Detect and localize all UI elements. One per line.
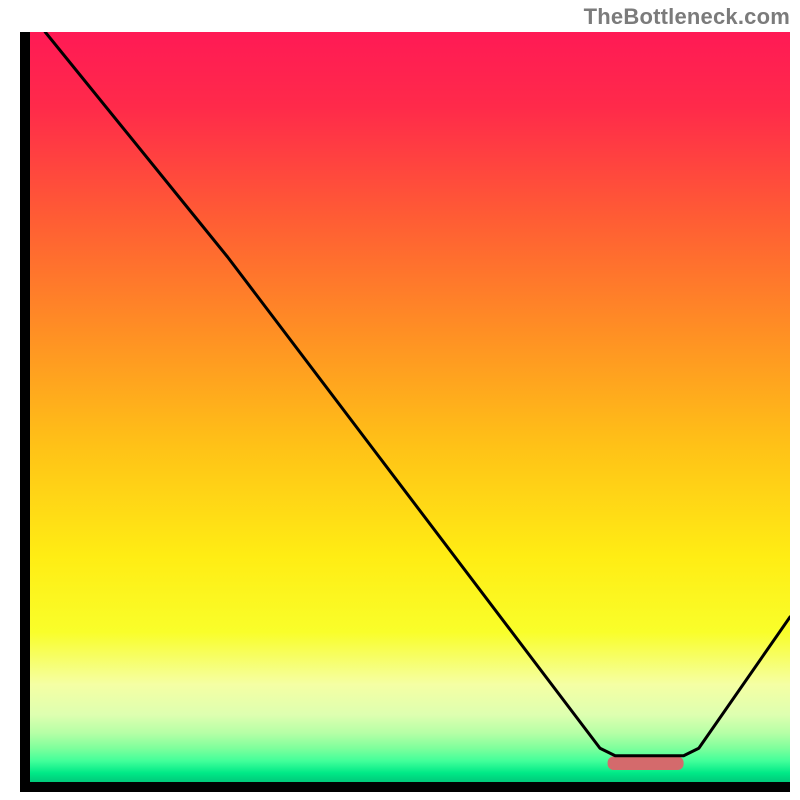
watermark-text: TheBottleneck.com xyxy=(584,4,790,30)
optimal-marker xyxy=(608,757,684,771)
plot-svg xyxy=(30,32,790,782)
chart-container: TheBottleneck.com xyxy=(0,0,800,800)
plot-area xyxy=(20,32,790,792)
gradient-background xyxy=(30,32,790,782)
